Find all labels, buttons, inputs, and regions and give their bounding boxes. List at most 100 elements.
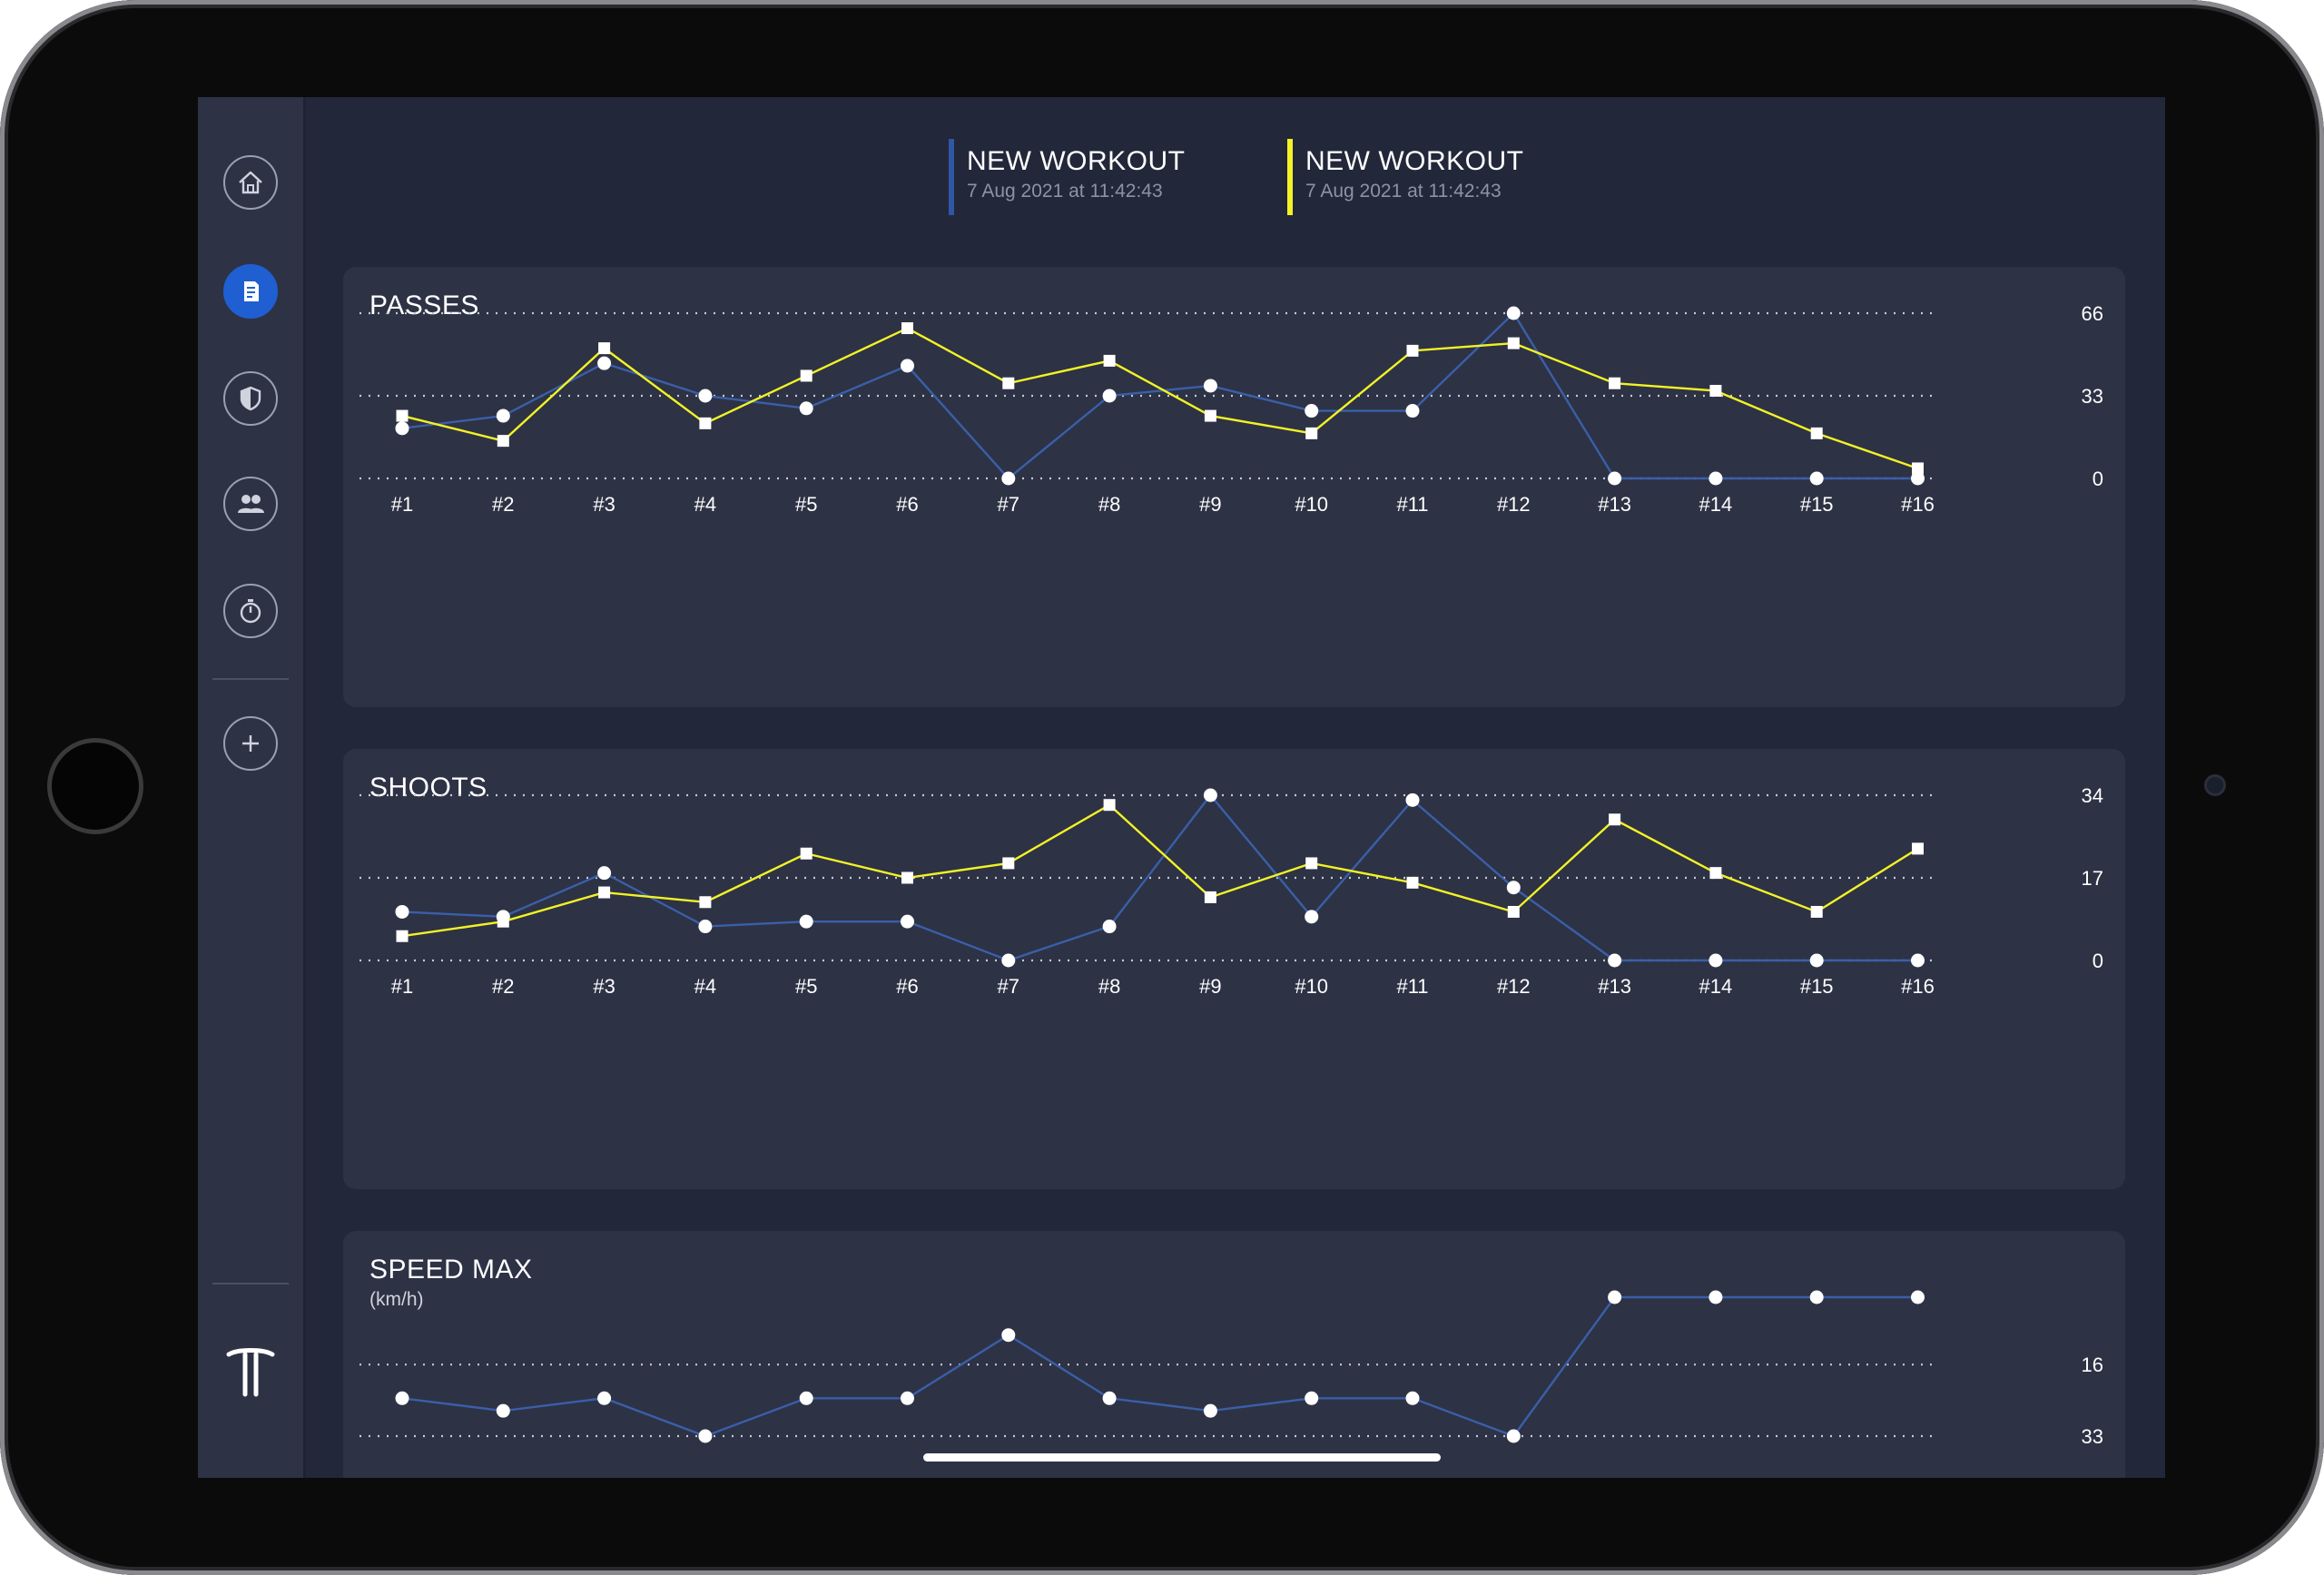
data-point[interactable]: [1103, 354, 1116, 367]
data-point[interactable]: [1002, 377, 1015, 389]
data-point[interactable]: [396, 409, 409, 422]
data-point[interactable]: [598, 342, 611, 355]
data-point[interactable]: [1709, 384, 1722, 397]
data-point[interactable]: [496, 1403, 510, 1418]
data-point[interactable]: [1709, 953, 1723, 968]
data-point[interactable]: [1102, 920, 1117, 934]
x-tick-label: #5: [795, 493, 817, 516]
data-point[interactable]: [1609, 377, 1621, 389]
data-point[interactable]: [1809, 953, 1824, 968]
data-point[interactable]: [598, 886, 611, 899]
data-point[interactable]: [1204, 891, 1216, 903]
data-point[interactable]: [698, 389, 713, 403]
data-point[interactable]: [699, 896, 712, 909]
data-point[interactable]: [1608, 1290, 1622, 1304]
data-point[interactable]: [1608, 953, 1622, 968]
home-indicator[interactable]: [923, 1453, 1441, 1462]
nav-teams-button[interactable]: [223, 371, 278, 426]
data-point[interactable]: [1809, 471, 1824, 486]
data-point[interactable]: [1506, 881, 1521, 895]
data-point[interactable]: [1507, 337, 1520, 349]
data-point[interactable]: [1506, 306, 1521, 320]
data-point[interactable]: [901, 322, 913, 335]
data-point[interactable]: [1405, 1391, 1420, 1405]
data-point[interactable]: [1305, 404, 1319, 418]
data-point[interactable]: [1809, 1290, 1824, 1304]
data-point[interactable]: [800, 369, 812, 382]
x-tick-label: #11: [1396, 493, 1428, 516]
data-point[interactable]: [496, 409, 510, 423]
data-point[interactable]: [497, 915, 509, 928]
data-point[interactable]: [395, 421, 409, 436]
data-point[interactable]: [1102, 1391, 1117, 1405]
data-point[interactable]: [1609, 813, 1621, 826]
data-point[interactable]: [1507, 905, 1520, 918]
data-point[interactable]: [1406, 876, 1419, 889]
nav-workouts-button[interactable]: [223, 264, 278, 319]
data-point[interactable]: [1305, 910, 1319, 924]
workout-date: 7 Aug 2021 at 11:42:43: [1305, 181, 1502, 202]
data-point[interactable]: [1001, 471, 1016, 486]
data-point[interactable]: [395, 904, 409, 919]
data-point[interactable]: [1709, 1290, 1723, 1304]
data-point[interactable]: [1203, 379, 1217, 393]
data-point[interactable]: [1709, 471, 1723, 486]
nav-home-button[interactable]: [223, 155, 278, 210]
data-point[interactable]: [1002, 857, 1015, 870]
nav-timer-button[interactable]: [223, 584, 278, 638]
data-point[interactable]: [1810, 905, 1823, 918]
data-point[interactable]: [1911, 1290, 1925, 1304]
data-point[interactable]: [396, 930, 409, 942]
data-point[interactable]: [901, 914, 914, 929]
data-point[interactable]: [901, 871, 913, 884]
data-point[interactable]: [1204, 409, 1216, 422]
data-point[interactable]: [1608, 471, 1622, 486]
data-point[interactable]: [799, 401, 813, 416]
data-point[interactable]: [1305, 857, 1318, 870]
workout-legend-2[interactable]: NEW WORKOUT 7 Aug 2021 at 11:42:43: [1287, 139, 1523, 215]
y-tick-label: 0: [2093, 468, 2103, 490]
data-point[interactable]: [1506, 1429, 1521, 1443]
data-point[interactable]: [1709, 867, 1722, 880]
data-point[interactable]: [800, 847, 812, 860]
x-tick-label: #4: [694, 493, 716, 516]
data-point[interactable]: [1001, 953, 1016, 968]
data-point[interactable]: [1305, 1391, 1319, 1405]
data-point[interactable]: [1911, 471, 1925, 486]
data-point[interactable]: [698, 1429, 713, 1443]
data-point[interactable]: [1810, 427, 1823, 439]
data-point[interactable]: [497, 435, 509, 448]
data-point[interactable]: [597, 356, 612, 370]
data-point[interactable]: [1912, 842, 1924, 855]
data-point[interactable]: [799, 914, 813, 929]
app-logo: [226, 1348, 275, 1397]
data-point[interactable]: [597, 866, 612, 881]
data-point[interactable]: [799, 1391, 813, 1405]
data-point[interactable]: [1305, 427, 1318, 439]
data-point[interactable]: [1405, 404, 1420, 418]
data-point[interactable]: [597, 1391, 612, 1405]
data-point[interactable]: [1001, 1328, 1016, 1343]
chart-title: PASSES: [369, 290, 479, 320]
data-point[interactable]: [901, 1391, 914, 1405]
home-hardware-button[interactable]: [47, 738, 143, 834]
data-point[interactable]: [1103, 799, 1116, 812]
data-point[interactable]: [1203, 1403, 1217, 1418]
data-point[interactable]: [901, 359, 914, 373]
data-point[interactable]: [1406, 344, 1419, 357]
data-point[interactable]: [395, 1391, 409, 1405]
nav-players-button[interactable]: [223, 477, 278, 531]
x-tick-label: #3: [593, 493, 615, 516]
y-tick-label: 34: [2082, 784, 2103, 807]
data-point[interactable]: [1405, 792, 1420, 807]
data-point[interactable]: [1102, 389, 1117, 403]
add-icon: [242, 735, 259, 752]
data-point[interactable]: [698, 920, 713, 934]
data-point[interactable]: [1911, 953, 1925, 968]
data-point[interactable]: [699, 417, 712, 429]
data-point[interactable]: [1912, 462, 1924, 475]
add-workout-button[interactable]: [223, 716, 278, 771]
team-icon: [238, 495, 264, 513]
workout-legend-1[interactable]: NEW WORKOUT 7 Aug 2021 at 11:42:43: [949, 139, 1185, 215]
data-point[interactable]: [1203, 788, 1217, 802]
